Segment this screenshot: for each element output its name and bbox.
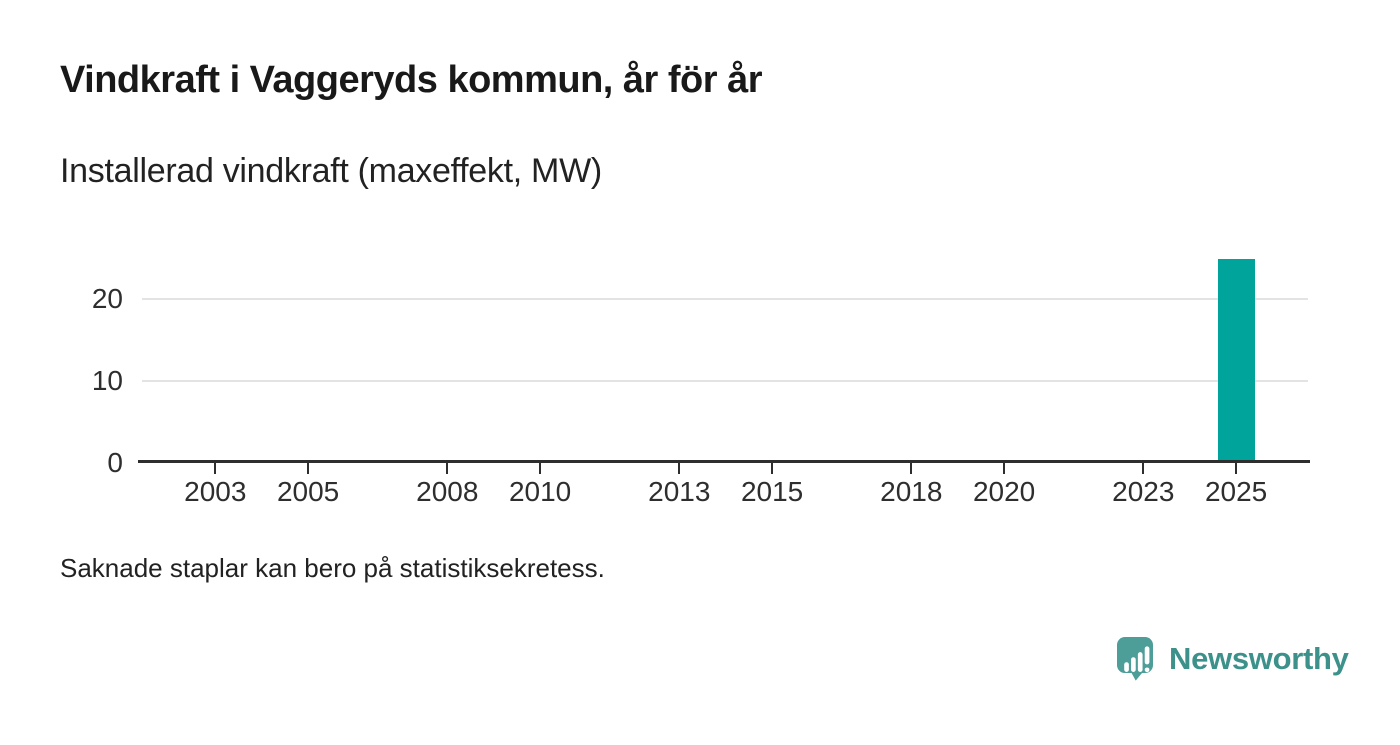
x-tick-label-2003: 2003: [184, 476, 247, 507]
y-gridline-20: [142, 298, 1308, 301]
x-tick-label-2008: 2008: [416, 476, 479, 507]
x-tick-label-2015: 2015: [740, 476, 804, 507]
x-tick-2008: [446, 463, 449, 474]
x-tick-label-2018: 2018: [880, 476, 943, 507]
y-gridline-10: [142, 380, 1308, 383]
x-tick-2018: [910, 463, 913, 474]
y-tick-label-0: 0: [107, 446, 123, 478]
chart-footnote: Saknade staplar kan bero på statistiksek…: [60, 553, 605, 583]
newsworthy-branding: Newsworthy: [1117, 637, 1349, 681]
x-tick-2010: [539, 463, 542, 474]
x-tick-label-2025: 2025: [1204, 476, 1268, 507]
x-tick-2005: [307, 463, 310, 474]
x-tick-2013: [678, 463, 681, 474]
x-tick-label-2005: 2005: [276, 476, 340, 507]
x-tick-label-2020: 2020: [972, 476, 1036, 507]
bar-2025: [1217, 258, 1255, 463]
x-tick-2025: [1235, 463, 1238, 474]
x-axis-line: [138, 460, 1310, 464]
newsworthy-wordmark: Newsworthy: [1169, 641, 1349, 676]
x-tick-2023: [1142, 463, 1145, 474]
chart-subtitle: Installerad vindkraft (maxeffekt, MW): [60, 152, 602, 190]
newsworthy-logo-icon: [1117, 637, 1153, 681]
x-tick-label-2023: 2023: [1112, 476, 1175, 507]
x-tick-2003: [214, 463, 217, 474]
y-tick-label-20: 20: [91, 283, 123, 315]
x-tick-2020: [1003, 463, 1006, 474]
x-tick-2015: [771, 463, 774, 474]
y-tick-label-10: 10: [91, 365, 123, 397]
x-tick-label-2010: 2010: [508, 476, 572, 507]
bar-chart-glyph: [1124, 646, 1150, 673]
x-tick-label-2013: 2013: [648, 476, 711, 507]
chart-title: Vindkraft i Vaggeryds kommun, år för år: [60, 59, 763, 101]
